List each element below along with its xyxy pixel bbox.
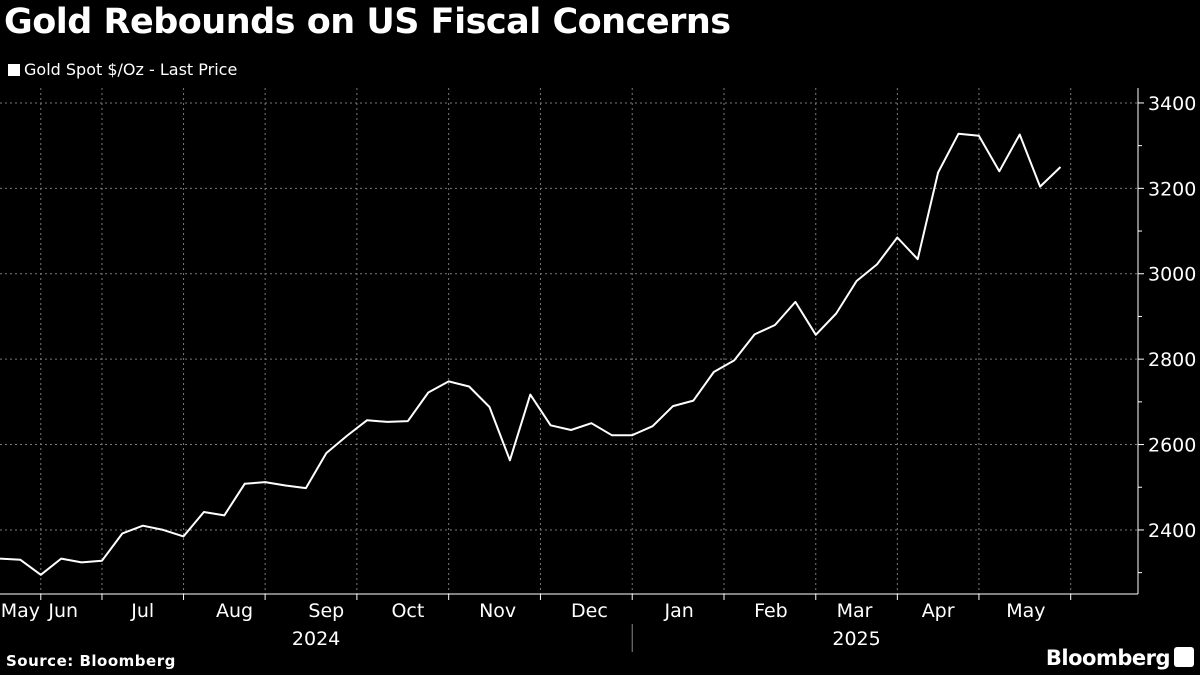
grid-lines (0, 88, 1138, 594)
x-tick-label: Jul (130, 600, 154, 622)
chart-title: Gold Rebounds on US Fiscal Concerns (4, 2, 731, 42)
y-tick-label: 2800 (1148, 349, 1196, 371)
y-tick-label: 3400 (1148, 93, 1196, 115)
series-line-gold-spot (0, 132, 1062, 576)
bloomberg-chart-icon (1174, 647, 1194, 667)
y-tick-label: 2400 (1148, 520, 1196, 542)
x-tick-label: Dec (571, 600, 608, 622)
source-note: Source: Bloomberg (6, 652, 176, 670)
series-group (0, 132, 1062, 576)
x-tick-label: Mar (837, 600, 873, 622)
x-tick-label: Feb (754, 600, 788, 622)
year-label: 2025 (832, 628, 880, 650)
x-axis-labels: May Jun Jul Aug Sep Oct Nov Dec Jan Feb Mar Apr May 2… (1, 600, 1046, 650)
brand-logo: Bloomberg (1045, 646, 1171, 670)
x-tick-label: Aug (216, 600, 253, 622)
x-tick-label: Nov (479, 600, 516, 622)
y-tick-label: 2600 (1148, 435, 1196, 457)
x-tick-label: Oct (391, 600, 424, 622)
year-label: 2024 (292, 628, 340, 650)
x-tick-label: May (1006, 600, 1045, 622)
x-tick-label: Sep (308, 600, 344, 622)
y-tick-label: 3000 (1148, 264, 1196, 286)
x-tick-label: May (1, 600, 40, 622)
x-tick-label: Apr (922, 600, 955, 622)
legend: Gold Spot $/Oz - Last Price (8, 60, 237, 79)
legend-swatch (8, 63, 20, 76)
legend-label: Gold Spot $/Oz - Last Price (24, 60, 238, 79)
axes (0, 88, 1144, 652)
y-tick-label: 3200 (1148, 178, 1196, 200)
x-tick-label: Jan (663, 600, 693, 622)
y-axis-labels: 2400 2600 2800 3000 3200 3400 (1148, 93, 1196, 542)
x-tick-label: Jun (47, 600, 78, 622)
